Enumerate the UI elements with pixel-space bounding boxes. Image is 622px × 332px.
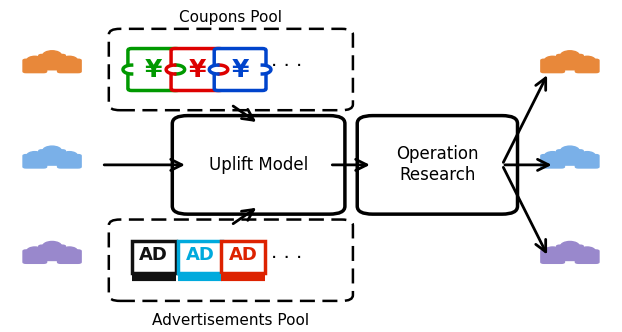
Text: ¥: ¥ [145, 57, 162, 82]
Ellipse shape [58, 251, 81, 256]
FancyBboxPatch shape [22, 154, 47, 169]
Ellipse shape [576, 155, 598, 161]
Text: · · ·: · · · [271, 57, 302, 76]
Circle shape [62, 152, 77, 160]
Circle shape [579, 247, 595, 255]
Text: AD: AD [185, 246, 215, 265]
Ellipse shape [557, 246, 583, 252]
Ellipse shape [557, 151, 583, 157]
Ellipse shape [39, 55, 65, 62]
Circle shape [560, 241, 580, 251]
Ellipse shape [576, 251, 598, 256]
Circle shape [27, 56, 43, 65]
Polygon shape [262, 65, 271, 74]
Circle shape [62, 56, 77, 65]
Circle shape [560, 51, 580, 60]
FancyBboxPatch shape [38, 244, 66, 261]
Text: Uplift Model: Uplift Model [209, 156, 309, 174]
FancyBboxPatch shape [22, 249, 47, 264]
FancyBboxPatch shape [57, 154, 82, 169]
FancyBboxPatch shape [540, 249, 565, 264]
Ellipse shape [39, 151, 65, 157]
Circle shape [62, 247, 77, 255]
Text: ¥: ¥ [231, 57, 249, 82]
Ellipse shape [58, 60, 81, 66]
FancyBboxPatch shape [57, 58, 82, 73]
FancyBboxPatch shape [109, 219, 353, 301]
FancyBboxPatch shape [575, 154, 600, 169]
Circle shape [42, 51, 62, 60]
FancyBboxPatch shape [357, 116, 518, 214]
FancyBboxPatch shape [575, 249, 600, 264]
Ellipse shape [39, 246, 65, 252]
Polygon shape [166, 65, 175, 74]
FancyBboxPatch shape [178, 241, 222, 273]
Circle shape [42, 241, 62, 251]
FancyBboxPatch shape [38, 54, 66, 70]
Text: Coupons Pool: Coupons Pool [179, 10, 282, 25]
Ellipse shape [576, 60, 598, 66]
FancyBboxPatch shape [556, 244, 584, 261]
Circle shape [560, 146, 580, 156]
FancyBboxPatch shape [57, 249, 82, 264]
Circle shape [27, 152, 43, 160]
Ellipse shape [541, 155, 564, 161]
Polygon shape [219, 65, 228, 74]
FancyBboxPatch shape [22, 58, 47, 73]
FancyBboxPatch shape [128, 48, 180, 91]
Polygon shape [209, 65, 218, 74]
Text: AD: AD [139, 246, 168, 265]
FancyBboxPatch shape [172, 116, 345, 214]
Ellipse shape [58, 155, 81, 161]
FancyBboxPatch shape [214, 48, 266, 91]
Polygon shape [123, 65, 132, 74]
FancyBboxPatch shape [132, 241, 176, 273]
Circle shape [545, 152, 560, 160]
Text: ¥: ¥ [188, 57, 206, 82]
FancyBboxPatch shape [38, 149, 66, 166]
Circle shape [545, 56, 560, 65]
Circle shape [42, 146, 62, 156]
Text: Advertisements Pool: Advertisements Pool [152, 313, 309, 328]
Circle shape [579, 56, 595, 65]
Ellipse shape [557, 55, 583, 62]
Circle shape [27, 247, 43, 255]
FancyBboxPatch shape [109, 29, 353, 110]
FancyBboxPatch shape [575, 58, 600, 73]
Ellipse shape [24, 60, 46, 66]
FancyBboxPatch shape [556, 149, 584, 166]
FancyBboxPatch shape [540, 58, 565, 73]
Ellipse shape [541, 60, 564, 66]
Circle shape [545, 247, 560, 255]
FancyBboxPatch shape [171, 48, 223, 91]
Ellipse shape [541, 251, 564, 256]
Polygon shape [176, 65, 185, 74]
FancyBboxPatch shape [221, 241, 266, 273]
Text: AD: AD [229, 246, 258, 265]
FancyBboxPatch shape [540, 154, 565, 169]
Ellipse shape [24, 251, 46, 256]
Circle shape [579, 152, 595, 160]
Ellipse shape [24, 155, 46, 161]
Text: Operation
Research: Operation Research [396, 145, 478, 184]
Text: · · ·: · · · [271, 249, 302, 268]
FancyBboxPatch shape [556, 54, 584, 70]
